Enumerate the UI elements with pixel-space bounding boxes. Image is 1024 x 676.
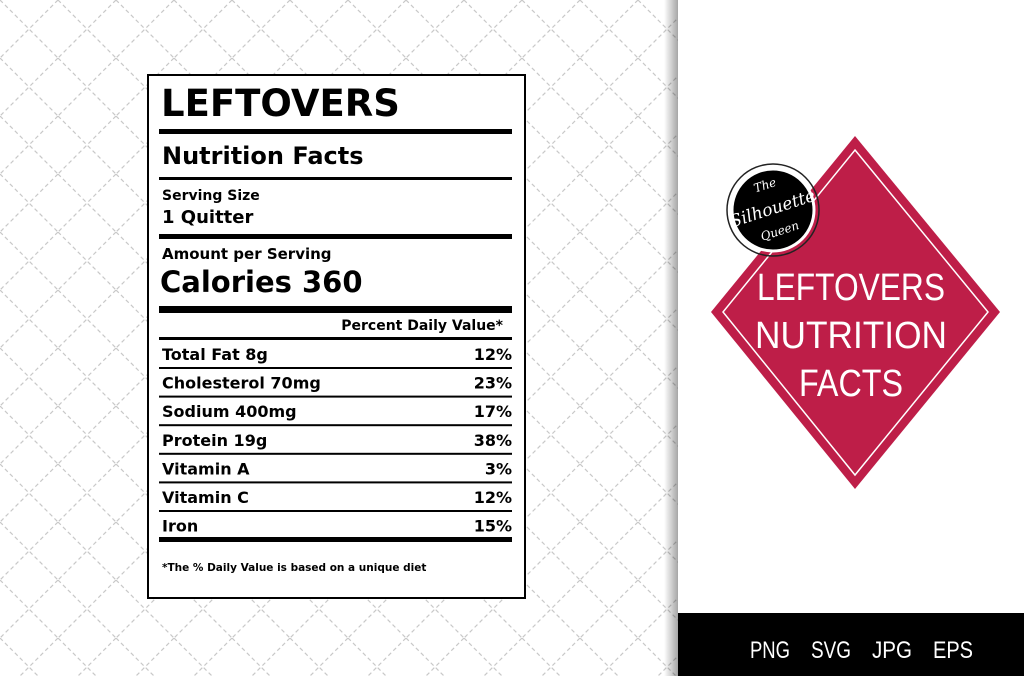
footnote: *The % Daily Value is based on a unique … [162,562,426,574]
logo [730,167,816,253]
serving-size-label: Serving Size [162,188,260,204]
format-label: EPS [933,637,973,664]
rule [159,306,512,313]
format-label: PNG [750,637,790,664]
divider-shadow [664,0,678,676]
nutrient-percent: 3% [485,459,512,478]
nutrient-name: Sodium 400mg [162,402,297,421]
nutrient-percent: 15% [474,517,512,536]
logo-text: The [752,175,778,195]
format-label: JPG [872,637,912,664]
badge-title: LEFTOVERS [757,267,945,309]
rule [159,177,512,180]
nutrient-name: Protein 19g [162,431,267,450]
calories: Calories 360 [160,265,363,299]
label-heading: Nutrition Facts [162,142,364,170]
rule [159,452,512,455]
nutrient-percent: 17% [474,402,512,421]
nutrient-name: Vitamin A [162,459,250,478]
nutrient-name: Cholesterol 70mg [162,374,321,393]
rule [159,537,512,542]
nutrient-name: Vitamin C [162,488,249,507]
rule [159,395,512,398]
nutrient-percent: 38% [474,431,512,450]
rule [159,337,512,340]
nutrient-percent: 12% [474,488,512,507]
badge-title: FACTS [799,363,903,405]
serving-size: 1 Quitter [162,207,253,228]
nutrient-name: Total Fat 8g [162,345,268,364]
format-list: PNG SVG JPG EPS [750,637,973,664]
nutrition-label: LEFTOVERS Nutrition Facts Serving Size 1… [147,74,526,599]
nutrient-percent: 23% [474,374,512,393]
logo-ring [726,163,820,257]
rule [159,367,512,369]
rule [159,510,512,512]
diamond-border [722,148,989,477]
daily-value-header: Percent Daily Value* [341,318,503,334]
badge-title: NUTRITION [755,315,947,357]
rule [159,234,512,239]
format-label: SVG [811,637,851,664]
label-title: LEFTOVERS [161,82,400,125]
badge: The Silhouette Queen LEFTOVERS NUTRITION… [711,136,1000,489]
rule [159,481,512,484]
format-bar [678,613,1024,676]
nutrient-name: Iron [162,517,198,536]
amount-label: Amount per Serving [162,245,332,263]
rule [159,129,512,134]
rule [159,424,512,427]
nutrient-percent: 12% [474,345,512,364]
